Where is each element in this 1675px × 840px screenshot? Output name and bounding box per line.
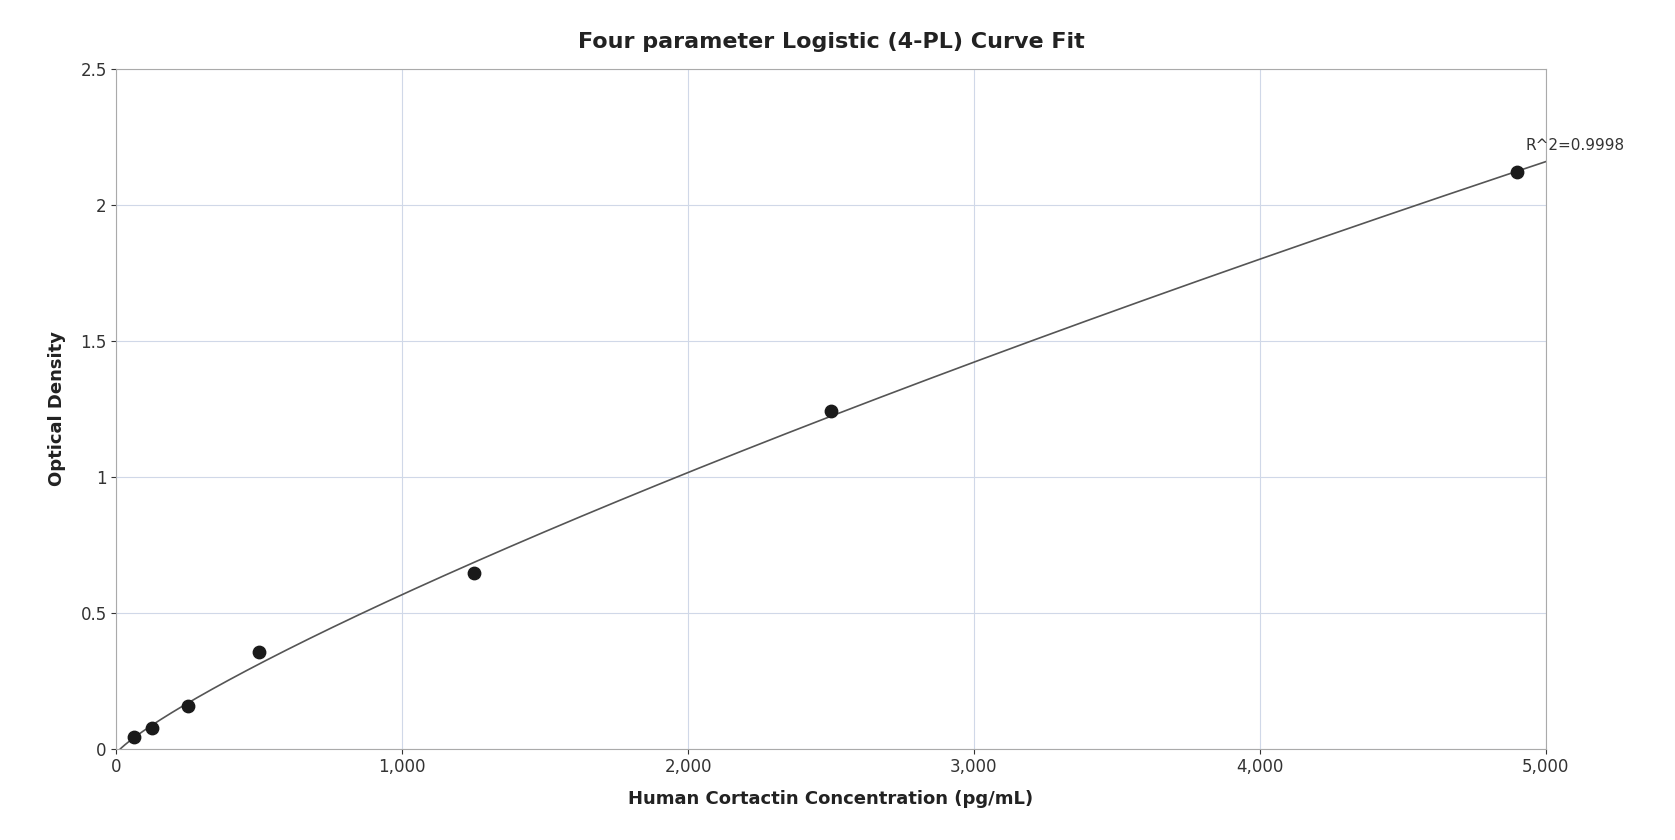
Point: [246, 645, 273, 659]
Point: [817, 405, 844, 418]
Point: [121, 730, 147, 743]
Point: [139, 721, 166, 734]
Point: [461, 566, 487, 580]
Y-axis label: Optical Density: Optical Density: [49, 331, 67, 486]
Title: Four parameter Logistic (4-PL) Curve Fit: Four parameter Logistic (4-PL) Curve Fit: [578, 32, 1084, 52]
Point: [1504, 165, 1531, 179]
Point: [174, 700, 201, 713]
X-axis label: Human Cortactin Concentration (pg/mL): Human Cortactin Concentration (pg/mL): [628, 790, 1033, 808]
Text: R^2=0.9998: R^2=0.9998: [1526, 139, 1625, 153]
